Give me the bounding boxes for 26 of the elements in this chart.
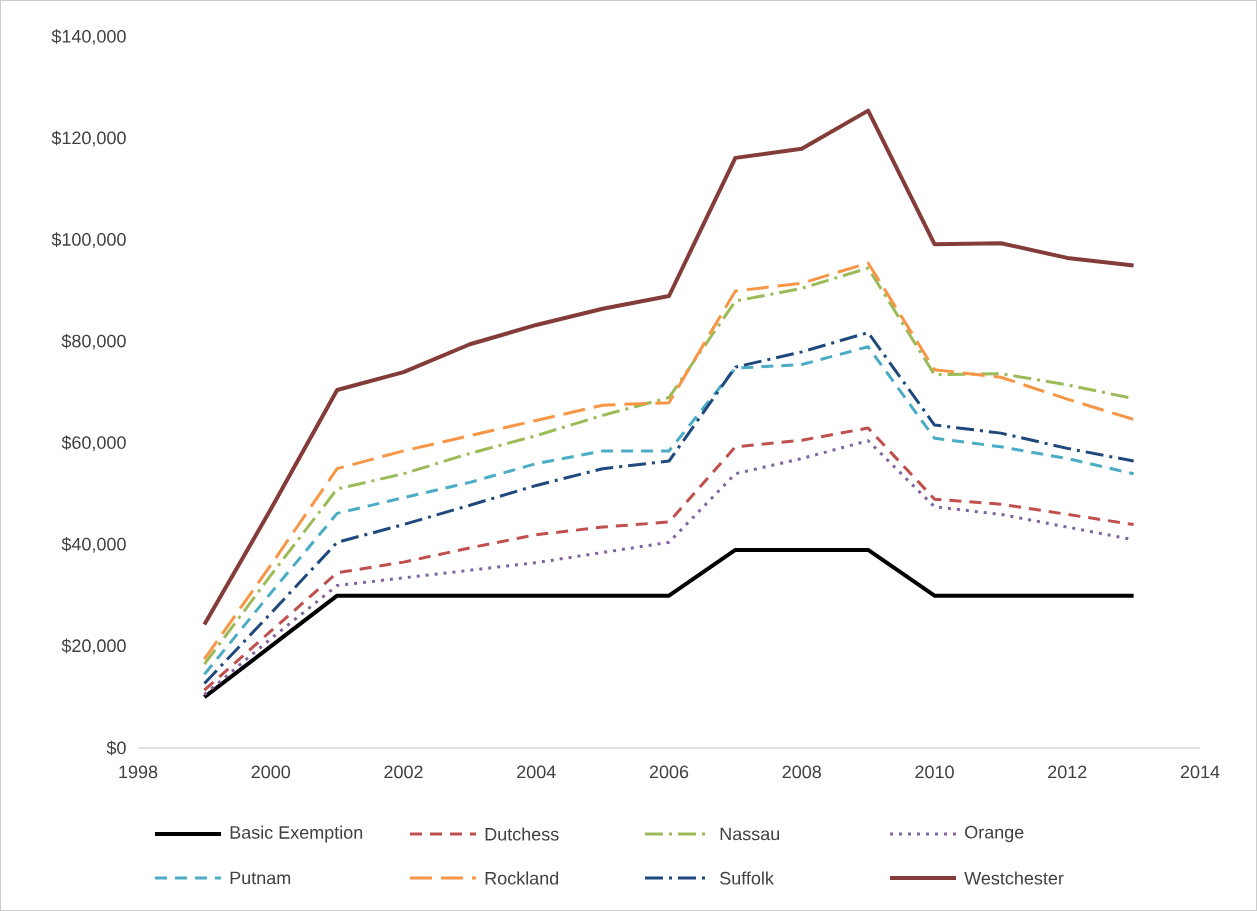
line-series <box>202 108 1136 627</box>
x-tick-label: 2012 <box>1048 765 1087 779</box>
legend-label: Basic Exemption <box>230 825 363 843</box>
y-tick-label: $140,000 <box>51 29 126 45</box>
x-tick-label: 2010 <box>915 765 954 779</box>
x-tick-label: 2006 <box>649 765 689 779</box>
x-tick-label: 2004 <box>517 765 556 779</box>
y-tick-label: $100,000 <box>51 232 126 248</box>
y-tick-label: $120,000 <box>51 130 126 147</box>
y-tick-label: $40,000 <box>61 537 126 553</box>
legend-label: Rockland <box>485 871 559 885</box>
y-tick-label: $80,000 <box>61 333 126 350</box>
x-tick-label: 2000 <box>251 765 291 779</box>
x-tick-label: 2008 <box>782 765 821 779</box>
y-tick-label: $60,000 <box>61 435 126 452</box>
legend-label: Orange <box>965 825 1024 843</box>
x-tick-label: 1998 <box>119 765 158 779</box>
legend-label: Putnam <box>230 871 291 885</box>
legend-label: Westchester <box>964 871 1064 885</box>
y-tick-label: $20,000 <box>61 638 126 655</box>
y-tick-label: $0 <box>106 740 126 756</box>
legend-label: Dutchess <box>485 827 559 841</box>
legend-label: Nassau <box>720 827 780 841</box>
x-tick-label: 2014 <box>1180 765 1220 779</box>
legend-label: Suffolk <box>720 871 774 885</box>
x-tick-label: 2002 <box>384 765 423 779</box>
